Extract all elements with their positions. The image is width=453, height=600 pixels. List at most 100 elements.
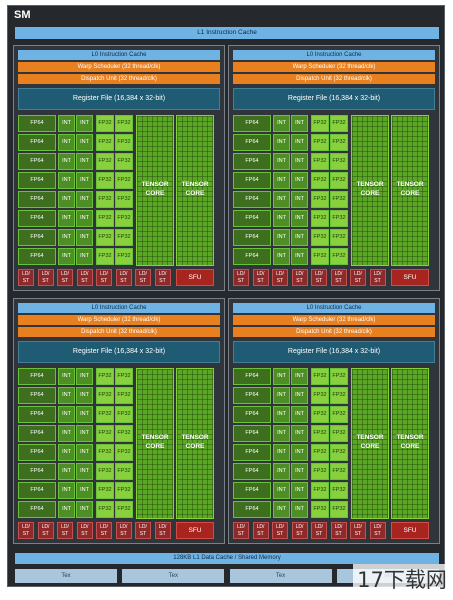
fp32-unit: FP32 xyxy=(96,172,114,189)
processing-block: L0 Instruction Cache Warp Scheduler (32 t… xyxy=(13,45,225,291)
ld-st-unit: LD/ ST xyxy=(330,269,347,286)
fp32-unit: FP32 xyxy=(311,406,329,423)
int-unit: INT xyxy=(76,115,93,132)
fp64-unit: FP64 xyxy=(233,115,271,132)
fp64-unit: FP64 xyxy=(18,406,56,423)
sfu-unit: SFU xyxy=(391,522,429,539)
int-unit: INT xyxy=(273,134,290,151)
int-unit: INT xyxy=(76,134,93,151)
fp64-unit: FP64 xyxy=(233,248,271,265)
tensor-core: TENSOR CORE xyxy=(176,115,214,266)
int-unit: INT xyxy=(273,444,290,461)
ld-st-unit: LD/ ST xyxy=(76,269,93,286)
fp32-unit: FP32 xyxy=(115,134,133,151)
int-unit: INT xyxy=(58,229,75,246)
ld-st-unit: LD/ ST xyxy=(57,522,73,539)
tensor-core: TENSOR CORE xyxy=(351,368,389,519)
fp32-unit: FP32 xyxy=(96,153,114,170)
int-unit: INT xyxy=(273,387,290,404)
fp32-unit: FP32 xyxy=(96,387,114,404)
fp64-unit: FP64 xyxy=(233,172,271,189)
ld-st-unit: LD/ ST xyxy=(154,269,171,286)
ld-st-unit: LD/ ST xyxy=(37,269,54,286)
int-unit: INT xyxy=(291,387,308,404)
ld-st-unit: LD/ ST xyxy=(96,522,112,539)
fp32-unit: FP32 xyxy=(96,425,114,442)
int-unit: INT xyxy=(273,248,290,265)
fp32-unit: FP32 xyxy=(115,387,133,404)
int-unit: INT xyxy=(273,368,290,385)
fp64-unit: FP64 xyxy=(233,501,271,518)
int-unit: INT xyxy=(58,248,75,265)
fp32-unit: FP32 xyxy=(115,191,133,208)
dispatch-unit: Dispatch Unit (32 thread/clk) xyxy=(18,327,220,337)
ld-st-unit: LD/ ST xyxy=(37,522,54,539)
tensor-core-label: TENSOR CORE xyxy=(141,181,169,197)
fp32-unit: FP32 xyxy=(311,368,329,385)
ld-st-unit: LD/ ST xyxy=(350,269,366,286)
processing-block: L0 Instruction Cache Warp Scheduler (32 t… xyxy=(228,45,440,291)
tensor-core: TENSOR CORE xyxy=(351,115,389,266)
fp32-unit: FP32 xyxy=(311,134,329,151)
int-unit: INT xyxy=(291,191,308,208)
fp32-unit: FP32 xyxy=(330,463,348,480)
fp64-unit: FP64 xyxy=(233,229,271,246)
ld-st-unit: LD/ ST xyxy=(76,522,93,539)
int-unit: INT xyxy=(291,368,308,385)
register-file: Register File (16,384 x 32-bit) xyxy=(18,88,220,110)
int-unit: INT xyxy=(76,153,93,170)
tensor-core-label: TENSOR CORE xyxy=(396,181,424,197)
fp32-unit: FP32 xyxy=(115,482,133,499)
sm-title: SM xyxy=(14,9,31,21)
tensor-core-label: TENSOR CORE xyxy=(356,434,384,450)
fp64-unit: FP64 xyxy=(18,153,56,170)
int-unit: INT xyxy=(58,191,75,208)
fp64-unit: FP64 xyxy=(18,444,56,461)
int-unit: INT xyxy=(76,444,93,461)
fp64-unit: FP64 xyxy=(18,501,56,518)
l0-instruction-cache: L0 Instruction Cache xyxy=(233,50,435,60)
fp64-unit: FP64 xyxy=(18,463,56,480)
texture-unit: Tex xyxy=(229,569,332,583)
fp32-unit: FP32 xyxy=(96,501,114,518)
fp64-unit: FP64 xyxy=(18,387,56,404)
tensor-core-label: TENSOR CORE xyxy=(181,434,209,450)
int-unit: INT xyxy=(291,229,308,246)
fp32-unit: FP32 xyxy=(96,482,114,499)
fp32-unit: FP32 xyxy=(96,134,114,151)
int-unit: INT xyxy=(291,482,308,499)
fp32-unit: FP32 xyxy=(330,501,348,518)
int-unit: INT xyxy=(58,482,75,499)
ld-st-unit: LD/ ST xyxy=(154,522,171,539)
int-unit: INT xyxy=(58,406,75,423)
dispatch-unit: Dispatch Unit (32 thread/clk) xyxy=(233,74,435,84)
fp64-unit: FP64 xyxy=(233,210,271,227)
fp32-unit: FP32 xyxy=(311,248,329,265)
l1-instruction-cache: L1 Instruction Cache xyxy=(15,27,439,39)
int-unit: INT xyxy=(76,210,93,227)
fp32-unit: FP32 xyxy=(330,153,348,170)
int-unit: INT xyxy=(58,501,75,518)
fp32-unit: FP32 xyxy=(96,463,114,480)
ld-st-unit: LD/ ST xyxy=(369,269,386,286)
int-unit: INT xyxy=(273,153,290,170)
int-unit: INT xyxy=(273,501,290,518)
int-unit: INT xyxy=(76,191,93,208)
fp64-unit: FP64 xyxy=(233,406,271,423)
tensor-core: TENSOR CORE xyxy=(136,368,174,519)
fp32-unit: FP32 xyxy=(330,387,348,404)
fp32-unit: FP32 xyxy=(330,229,348,246)
int-unit: INT xyxy=(273,406,290,423)
fp32-unit: FP32 xyxy=(330,406,348,423)
fp64-unit: FP64 xyxy=(18,425,56,442)
int-unit: INT xyxy=(76,406,93,423)
int-unit: INT xyxy=(76,229,93,246)
register-file: Register File (16,384 x 32-bit) xyxy=(233,341,435,363)
fp32-unit: FP32 xyxy=(96,444,114,461)
register-file: Register File (16,384 x 32-bit) xyxy=(233,88,435,110)
int-unit: INT xyxy=(58,368,75,385)
int-unit: INT xyxy=(291,153,308,170)
fp32-unit: FP32 xyxy=(115,444,133,461)
int-unit: INT xyxy=(58,463,75,480)
tensor-core-label: TENSOR CORE xyxy=(141,434,169,450)
